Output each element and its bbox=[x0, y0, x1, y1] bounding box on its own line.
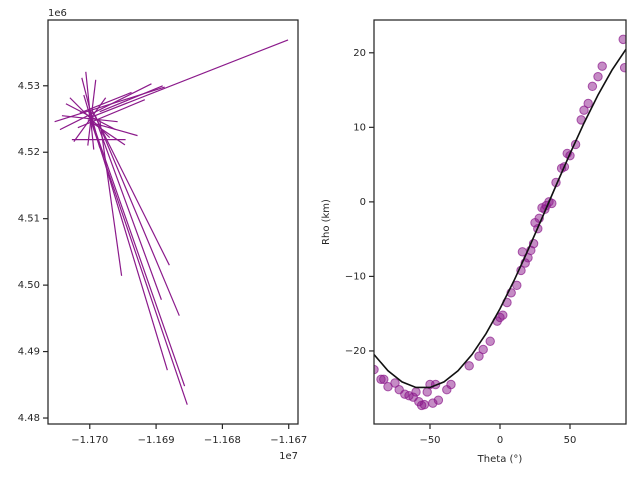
scatter-point bbox=[379, 374, 389, 384]
axes-frame bbox=[47, 19, 299, 425]
scatter-point bbox=[485, 336, 495, 346]
plot-area bbox=[54, 39, 289, 405]
segment bbox=[94, 123, 138, 137]
segment bbox=[99, 119, 123, 276]
segment bbox=[99, 85, 163, 113]
y-tick-label: −20 bbox=[345, 346, 366, 357]
scatter-point bbox=[419, 399, 430, 410]
scatter-point bbox=[498, 310, 508, 320]
scatter-point bbox=[478, 344, 488, 355]
x-tick-label: −1.168 bbox=[204, 435, 241, 446]
y-tick-label: 4.49 bbox=[18, 347, 40, 358]
y-tick-label: 4.53 bbox=[18, 81, 40, 92]
scatter-point bbox=[390, 378, 400, 388]
scatter-point bbox=[474, 351, 484, 361]
scatter-point bbox=[593, 71, 603, 82]
segment bbox=[91, 119, 168, 371]
x-tick-label: −1.169 bbox=[138, 435, 175, 446]
scatter-point bbox=[411, 387, 421, 397]
scatter-point bbox=[618, 34, 626, 45]
x-tick-label: −1.167 bbox=[270, 435, 307, 446]
scatter-point bbox=[433, 395, 444, 405]
y-tick-label: 4.50 bbox=[18, 280, 40, 291]
x-offset-label: 1e7 bbox=[279, 451, 298, 462]
scatter-point bbox=[579, 105, 589, 115]
y-tick-label: 4.48 bbox=[18, 413, 40, 424]
scatter-point bbox=[619, 63, 626, 73]
y-tick-label: 20 bbox=[353, 48, 366, 59]
fit-line bbox=[374, 48, 626, 389]
segment bbox=[79, 91, 132, 114]
x-tick-label: −1.170 bbox=[71, 435, 108, 446]
segment bbox=[91, 109, 170, 266]
segment bbox=[83, 94, 97, 136]
y-offset-label: 1e6 bbox=[48, 8, 67, 19]
x-tick-label: 0 bbox=[497, 435, 503, 446]
segment bbox=[59, 83, 152, 131]
scatter-point bbox=[464, 361, 474, 371]
x-tick-label: −50 bbox=[419, 435, 440, 446]
segment bbox=[87, 119, 126, 146]
segment bbox=[87, 79, 97, 146]
segment bbox=[81, 77, 101, 148]
y-tick-label: 0 bbox=[360, 197, 366, 208]
segment bbox=[73, 97, 107, 142]
segment bbox=[89, 39, 289, 119]
segment bbox=[77, 99, 146, 129]
y-tick-label: 4.52 bbox=[18, 147, 40, 158]
scatter-point bbox=[583, 98, 593, 109]
segment bbox=[97, 124, 162, 300]
scatter-point bbox=[512, 280, 522, 291]
y-axis-label: Rho (km) bbox=[321, 199, 332, 245]
x-tick-label: 50 bbox=[564, 435, 577, 446]
plot-area bbox=[374, 34, 626, 411]
y-tick-label: 10 bbox=[353, 122, 366, 133]
segment bbox=[94, 114, 180, 316]
y-tick-label: −10 bbox=[345, 271, 366, 282]
scatter-point bbox=[587, 81, 598, 92]
scatter-point bbox=[597, 61, 607, 71]
x-axis-label: Theta (°) bbox=[477, 454, 523, 465]
y-tick-label: 4.51 bbox=[18, 214, 40, 225]
segment bbox=[89, 114, 186, 387]
segment bbox=[69, 97, 111, 139]
scatter-point bbox=[374, 364, 379, 375]
scatter-point bbox=[446, 379, 456, 390]
axes-frame bbox=[373, 19, 627, 425]
